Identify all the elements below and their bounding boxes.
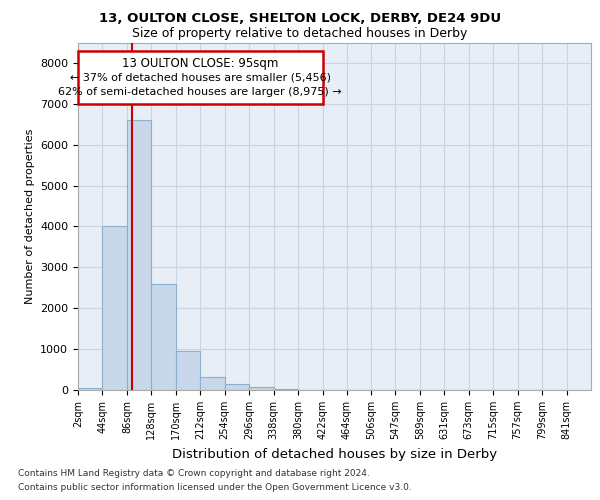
Bar (176, 351, 200, 390)
Text: Size of property relative to detached houses in Derby: Size of property relative to detached ho… (133, 28, 467, 40)
FancyBboxPatch shape (78, 50, 323, 104)
Bar (249, 386, 274, 390)
Bar (225, 384, 249, 390)
Bar (103, 226, 127, 390)
Text: 62% of semi-detached houses are larger (8,975) →: 62% of semi-detached houses are larger (… (58, 87, 342, 97)
Bar (127, 120, 151, 390)
X-axis label: Distribution of detached houses by size in Derby: Distribution of detached houses by size … (172, 448, 497, 460)
Bar (78, 388, 103, 390)
Text: Contains HM Land Registry data © Crown copyright and database right 2024.: Contains HM Land Registry data © Crown c… (18, 468, 370, 477)
Text: ← 37% of detached houses are smaller (5,456): ← 37% of detached houses are smaller (5,… (70, 73, 331, 83)
Bar (274, 389, 298, 390)
Bar (200, 376, 225, 390)
Text: Contains public sector information licensed under the Open Government Licence v3: Contains public sector information licen… (18, 484, 412, 492)
Bar (151, 284, 176, 390)
Text: 13 OULTON CLOSE: 95sqm: 13 OULTON CLOSE: 95sqm (122, 57, 278, 70)
Text: 13, OULTON CLOSE, SHELTON LOCK, DERBY, DE24 9DU: 13, OULTON CLOSE, SHELTON LOCK, DERBY, D… (99, 12, 501, 26)
Y-axis label: Number of detached properties: Number of detached properties (25, 128, 35, 304)
